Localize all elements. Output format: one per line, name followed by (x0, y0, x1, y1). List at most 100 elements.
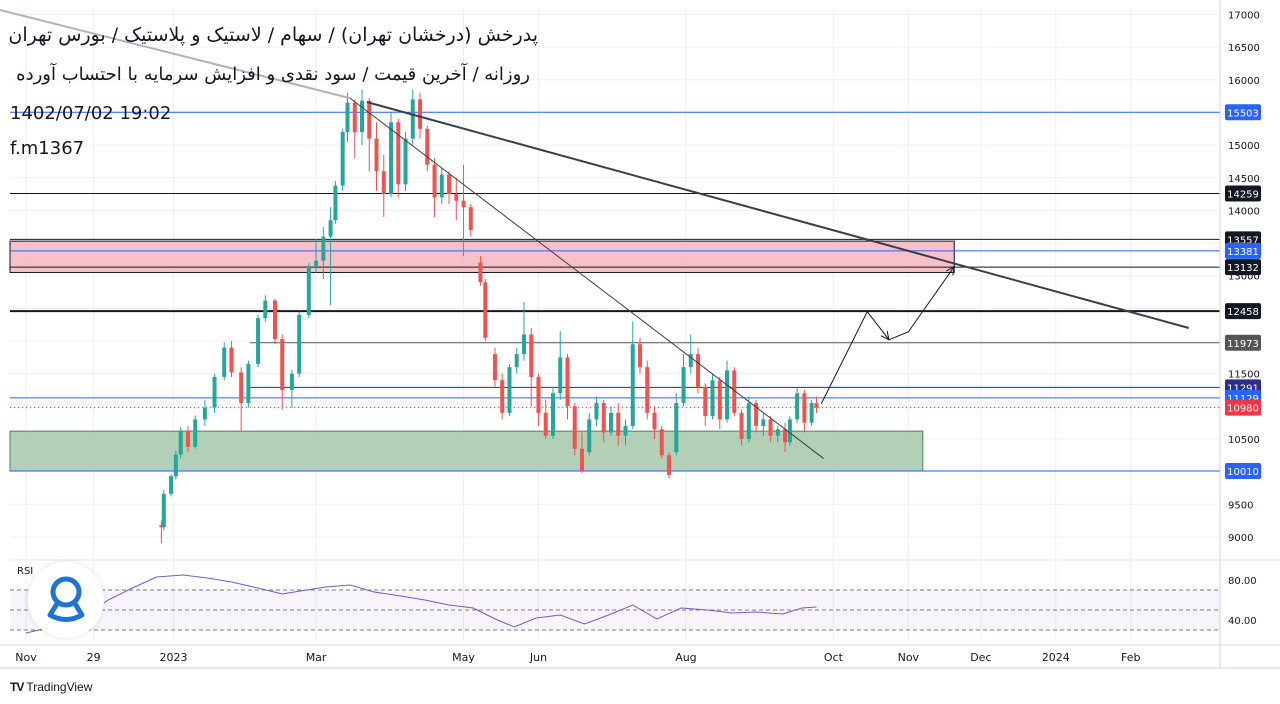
price-level-badge-label: 13557 (1227, 235, 1259, 246)
candle (814, 396, 819, 413)
price-level-badge-label: 11129 (1227, 394, 1259, 405)
footer-brand[interactable]: TV TradingView (10, 680, 92, 694)
candle (345, 92, 350, 142)
candle-body (787, 419, 792, 443)
candle-body (667, 455, 672, 475)
candle (360, 89, 365, 146)
candle-body (754, 403, 759, 426)
candle-body (507, 367, 512, 413)
price-tick-label: 16500 (1228, 43, 1260, 54)
candle-body (717, 380, 722, 420)
candle (521, 301, 526, 361)
price-level-badge: 11973 (1225, 334, 1261, 351)
candle (447, 171, 452, 204)
candle (802, 390, 807, 433)
price-tick-label: 9000 (1228, 533, 1253, 544)
candle (403, 132, 408, 191)
price-level-badge-bg (1225, 104, 1261, 121)
candle (550, 386, 555, 439)
price-level-badge-label: 10010 (1227, 467, 1259, 478)
price-level-badge: 13381 (1225, 242, 1261, 259)
candle (280, 334, 285, 410)
price-level-badge: 13132 (1225, 259, 1261, 276)
candle-body (696, 354, 701, 387)
candle-body (263, 300, 268, 319)
candle (374, 122, 379, 191)
candle (645, 360, 650, 420)
price-level-badge-label: 15503 (1227, 108, 1259, 119)
price-level-badge-bg (1225, 399, 1261, 416)
candle (768, 416, 773, 443)
candle (159, 520, 164, 544)
candle-body (638, 344, 643, 368)
candle-body (609, 412, 613, 433)
price-level-badge: 12458 (1225, 303, 1261, 320)
candle (775, 425, 780, 443)
candle (809, 399, 814, 426)
candle (572, 403, 577, 456)
chart-title: پدرخش (درخشان تهران) / سهام / لاستیک و پ… (8, 24, 538, 46)
candle-body (761, 419, 766, 426)
candle-body (768, 419, 773, 436)
candle (783, 422, 788, 453)
candle (328, 207, 333, 306)
candle-body (558, 357, 563, 394)
candle-body (802, 393, 807, 423)
candle-body (601, 403, 606, 433)
candle (222, 342, 227, 381)
price-level-badge-bg (1225, 259, 1261, 276)
candle-body (185, 430, 190, 447)
price-level-badge-label: 12458 (1227, 307, 1259, 318)
price-level-badge: 10980 (1225, 399, 1261, 416)
brand-logo-icon (28, 562, 104, 638)
trendline (349, 97, 825, 459)
candle-body (616, 412, 621, 436)
candle (468, 203, 473, 237)
tradingview-logo-icon: TV (10, 680, 24, 694)
candle (212, 373, 217, 413)
candle (381, 154, 386, 217)
candle-body (256, 318, 261, 364)
price-level-badge-label: 13381 (1227, 247, 1259, 258)
candle-body (478, 262, 483, 283)
chart-date: 1402/07/02 19:02 (10, 103, 172, 124)
candle (289, 369, 294, 408)
candle (410, 89, 415, 146)
candle (732, 367, 737, 417)
candle-body (652, 412, 657, 430)
candle (543, 399, 548, 439)
candle-body (367, 100, 372, 139)
time-tick-label: Oct (824, 651, 844, 664)
candle (565, 354, 570, 420)
candle-body (783, 429, 788, 443)
candle (514, 347, 519, 374)
candle (425, 125, 430, 172)
price-tick-label: 11500 (1228, 370, 1260, 381)
candle-body (795, 393, 800, 420)
price-level-badge-bg (1225, 462, 1261, 479)
candle-body (500, 380, 505, 413)
candle-body (297, 314, 302, 374)
price-level-badge-label: 14259 (1227, 190, 1259, 201)
candle-body (565, 357, 570, 407)
candle-body (439, 174, 444, 198)
candle (717, 376, 722, 430)
candle (297, 311, 302, 377)
candle (478, 256, 483, 286)
candle-body (550, 393, 555, 436)
candle (601, 399, 606, 443)
candle-body (289, 373, 294, 391)
candle-body (514, 354, 519, 368)
projection-arrow-icon (880, 330, 890, 341)
candle (746, 396, 751, 443)
candle-body (587, 419, 592, 453)
price-level-badge: 15503 (1225, 104, 1261, 121)
price-tick-label: 10500 (1228, 435, 1260, 446)
time-axis: Nov 29 2023 Mar May Jun Aug Oct Nov Dec 2024 Feb (15, 651, 1140, 664)
price-level-badge-label: 13132 (1227, 263, 1259, 274)
candle-body (645, 367, 650, 413)
candle (314, 239, 319, 273)
candle-body (169, 476, 174, 494)
candle-body (418, 99, 423, 129)
